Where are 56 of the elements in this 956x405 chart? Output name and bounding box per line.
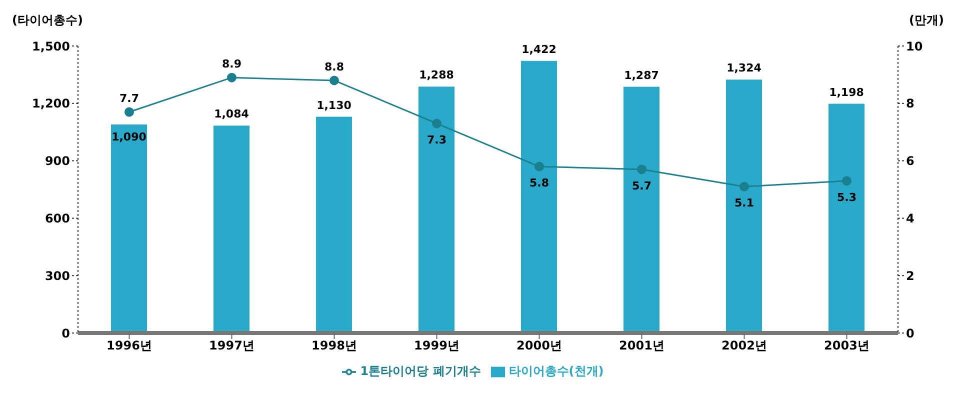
x-tick-label: 1998년 (312, 338, 357, 353)
legend-label: 타이어총수(천개) (508, 364, 604, 378)
y2-tick-label: 6 (906, 154, 914, 168)
data-label: 5.3 (837, 190, 856, 204)
point (842, 176, 852, 186)
y2-tick-label: 2 (906, 268, 914, 283)
y-tick-label: 1,200 (32, 96, 70, 111)
x-tick-label: 2001년 (619, 338, 664, 353)
y-tick-label: 1,500 (32, 39, 70, 54)
bar (111, 124, 147, 333)
data-label: 1,324 (726, 62, 762, 75)
bar (214, 126, 250, 333)
point (227, 72, 236, 82)
x-tick-label: 1997년 (209, 338, 254, 353)
y-tick-label: 900 (44, 154, 70, 168)
data-label: 8.8 (324, 60, 344, 74)
data-label: 1,090 (112, 130, 147, 144)
x-tick-label: 2002년 (722, 338, 767, 353)
data-label: 5.1 (734, 196, 754, 210)
bar (624, 86, 660, 333)
data-label: 1,084 (214, 108, 250, 121)
x-tick-label: 1999년 (414, 338, 460, 353)
y2-tick-label: 8 (906, 96, 914, 111)
y-axis-title: (타이어총수) (12, 12, 83, 29)
point (534, 162, 544, 172)
bar (316, 116, 352, 333)
data-label: 1,287 (624, 68, 659, 82)
point (124, 107, 134, 117)
point (330, 76, 339, 86)
y-tick-label: 0 (62, 326, 70, 340)
data-label: 1,198 (829, 86, 864, 99)
y2-tick-label: 4 (906, 211, 914, 226)
point (740, 182, 749, 192)
data-label: 5.8 (530, 176, 549, 190)
x-tick-label: 1996년 (106, 338, 152, 353)
data-label: 1,422 (522, 42, 556, 56)
y2-tick-label: 0 (906, 326, 914, 340)
bar (726, 80, 762, 333)
data-label: 1,288 (419, 68, 454, 82)
x-tick-label: 2003년 (824, 338, 870, 353)
bar (521, 60, 557, 333)
y2-axis-title: (만개) (909, 12, 944, 29)
legend-label: 1톤타이어당 폐기개수 (360, 364, 481, 378)
data-label: 5.7 (632, 179, 652, 192)
data-label: 1,130 (316, 98, 352, 112)
point (637, 164, 646, 174)
point (432, 118, 442, 128)
data-label: 8.9 (222, 58, 242, 71)
bar (418, 86, 454, 333)
x-tick-label: 2000년 (516, 338, 562, 353)
data-label: 7.7 (120, 92, 139, 106)
y2-tick-label: 10 (906, 39, 923, 54)
y-tick-label: 600 (44, 211, 70, 226)
y-tick-label: 300 (44, 268, 70, 283)
data-label: 7.3 (427, 133, 446, 146)
bar (828, 104, 864, 333)
